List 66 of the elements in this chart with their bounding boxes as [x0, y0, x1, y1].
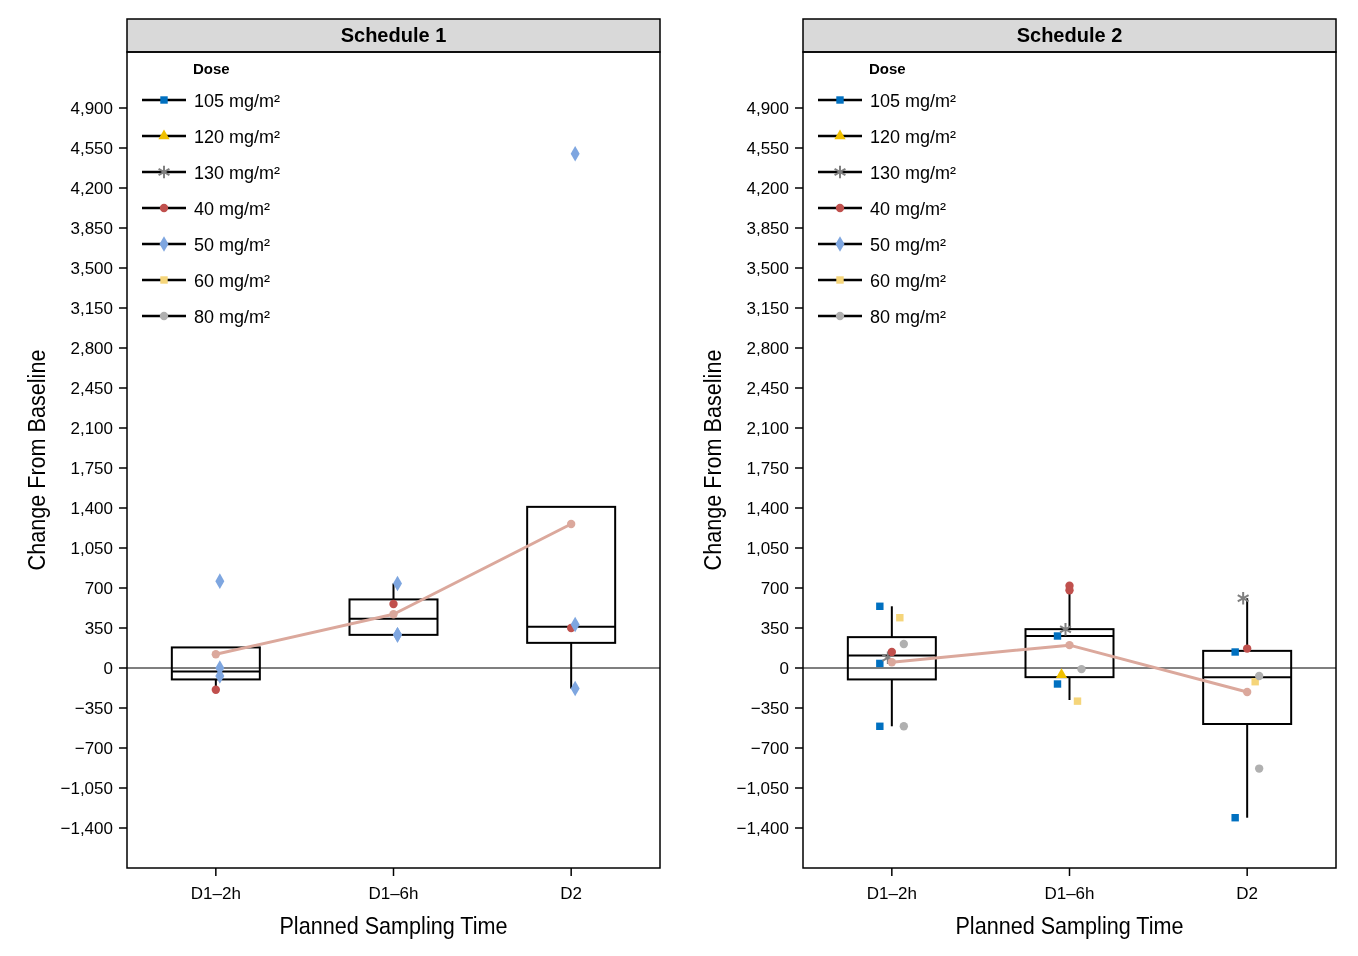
y-tick-label: 1,750	[746, 458, 789, 478]
y-tick-label: −350	[74, 698, 113, 718]
y-tick-label: 350	[84, 618, 113, 638]
y-tick-label: 2,450	[746, 378, 789, 398]
chart-title: Schedule 2	[1016, 24, 1123, 46]
legend-label: 120 mg/m²	[194, 127, 281, 148]
y-tick-label: 3,850	[746, 218, 789, 238]
legend-label: 40 mg/m²	[870, 199, 947, 220]
legend-label: 80 mg/m²	[194, 307, 271, 328]
y-tick-label: 3,150	[746, 298, 789, 318]
legend-label: 130 mg/m²	[870, 163, 957, 184]
y-tick-label: −1,400	[736, 818, 789, 838]
x-tick-label: D1–2h	[866, 884, 917, 903]
y-tick-label: 4,900	[746, 98, 789, 118]
y-tick-label: −1,400	[60, 818, 113, 838]
y-tick-label: 350	[760, 618, 789, 638]
y-tick-label: 2,100	[746, 418, 789, 438]
y-tick-label: −1,050	[736, 778, 789, 798]
legend-label: 50 mg/m²	[194, 235, 271, 256]
y-tick-label: 3,150	[70, 298, 113, 318]
y-tick-label: 0	[779, 658, 789, 678]
y-tick-label: 700	[760, 578, 789, 598]
legend-label: 105 mg/m²	[870, 91, 957, 112]
y-tick-label: 2,800	[70, 338, 113, 358]
legend-label: 40 mg/m²	[194, 199, 271, 220]
y-tick-label: 2,800	[746, 338, 789, 358]
y-tick-label: 2,450	[70, 378, 113, 398]
y-tick-label: 4,200	[70, 178, 113, 198]
y-tick-label: 2,100	[70, 418, 113, 438]
x-axis-title: Planned Sampling Time	[279, 911, 508, 940]
y-tick-label: −700	[74, 738, 113, 758]
y-tick-label: 1,050	[70, 538, 113, 558]
y-tick-label: 1,050	[746, 538, 789, 558]
legend-title: Dose	[193, 60, 230, 77]
legend-label: 60 mg/m²	[194, 271, 271, 292]
y-tick-label: −1,050	[60, 778, 113, 798]
x-tick-label: D2	[560, 884, 583, 903]
legend-label: 60 mg/m²	[870, 271, 947, 292]
y-tick-label: 1,400	[746, 498, 789, 518]
legend-label: 130 mg/m²	[194, 163, 281, 184]
x-tick-label: D1–6h	[1044, 884, 1095, 903]
y-tick-label: 0	[103, 658, 113, 678]
legend-title: Dose	[869, 60, 906, 77]
y-axis-title: Change From Baseline	[22, 349, 51, 571]
y-tick-label: −700	[750, 738, 789, 758]
legend-label: 80 mg/m²	[870, 307, 947, 328]
y-tick-label: 4,550	[70, 138, 113, 158]
chart-title: Schedule 1	[340, 24, 447, 46]
legend-label: 50 mg/m²	[870, 235, 947, 256]
y-tick-label: −350	[750, 698, 789, 718]
y-tick-label: 1,400	[70, 498, 113, 518]
x-tick-label: D1–6h	[368, 884, 419, 903]
y-axis-title: Change From Baseline	[698, 349, 727, 571]
legend-label: 120 mg/m²	[870, 127, 957, 148]
y-tick-label: 3,850	[70, 218, 113, 238]
x-axis-title: Planned Sampling Time	[955, 911, 1184, 940]
y-tick-label: 700	[84, 578, 113, 598]
y-tick-label: 4,550	[746, 138, 789, 158]
y-tick-label: 3,500	[70, 258, 113, 278]
y-tick-label: 4,900	[70, 98, 113, 118]
y-tick-label: 4,200	[746, 178, 789, 198]
y-tick-label: 3,500	[746, 258, 789, 278]
x-tick-label: D1–2h	[190, 884, 241, 903]
legend-label: 105 mg/m²	[194, 91, 281, 112]
x-tick-label: D2	[1236, 884, 1259, 903]
y-tick-label: 1,750	[70, 458, 113, 478]
